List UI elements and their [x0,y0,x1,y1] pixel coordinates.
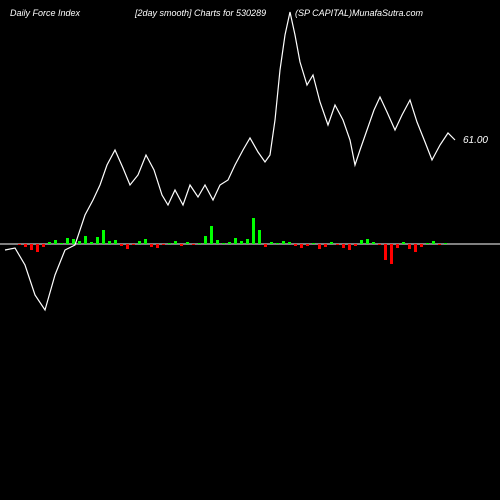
chart-container: Daily Force Index [2day smooth] Charts f… [0,0,500,500]
chart-svg [0,0,500,500]
